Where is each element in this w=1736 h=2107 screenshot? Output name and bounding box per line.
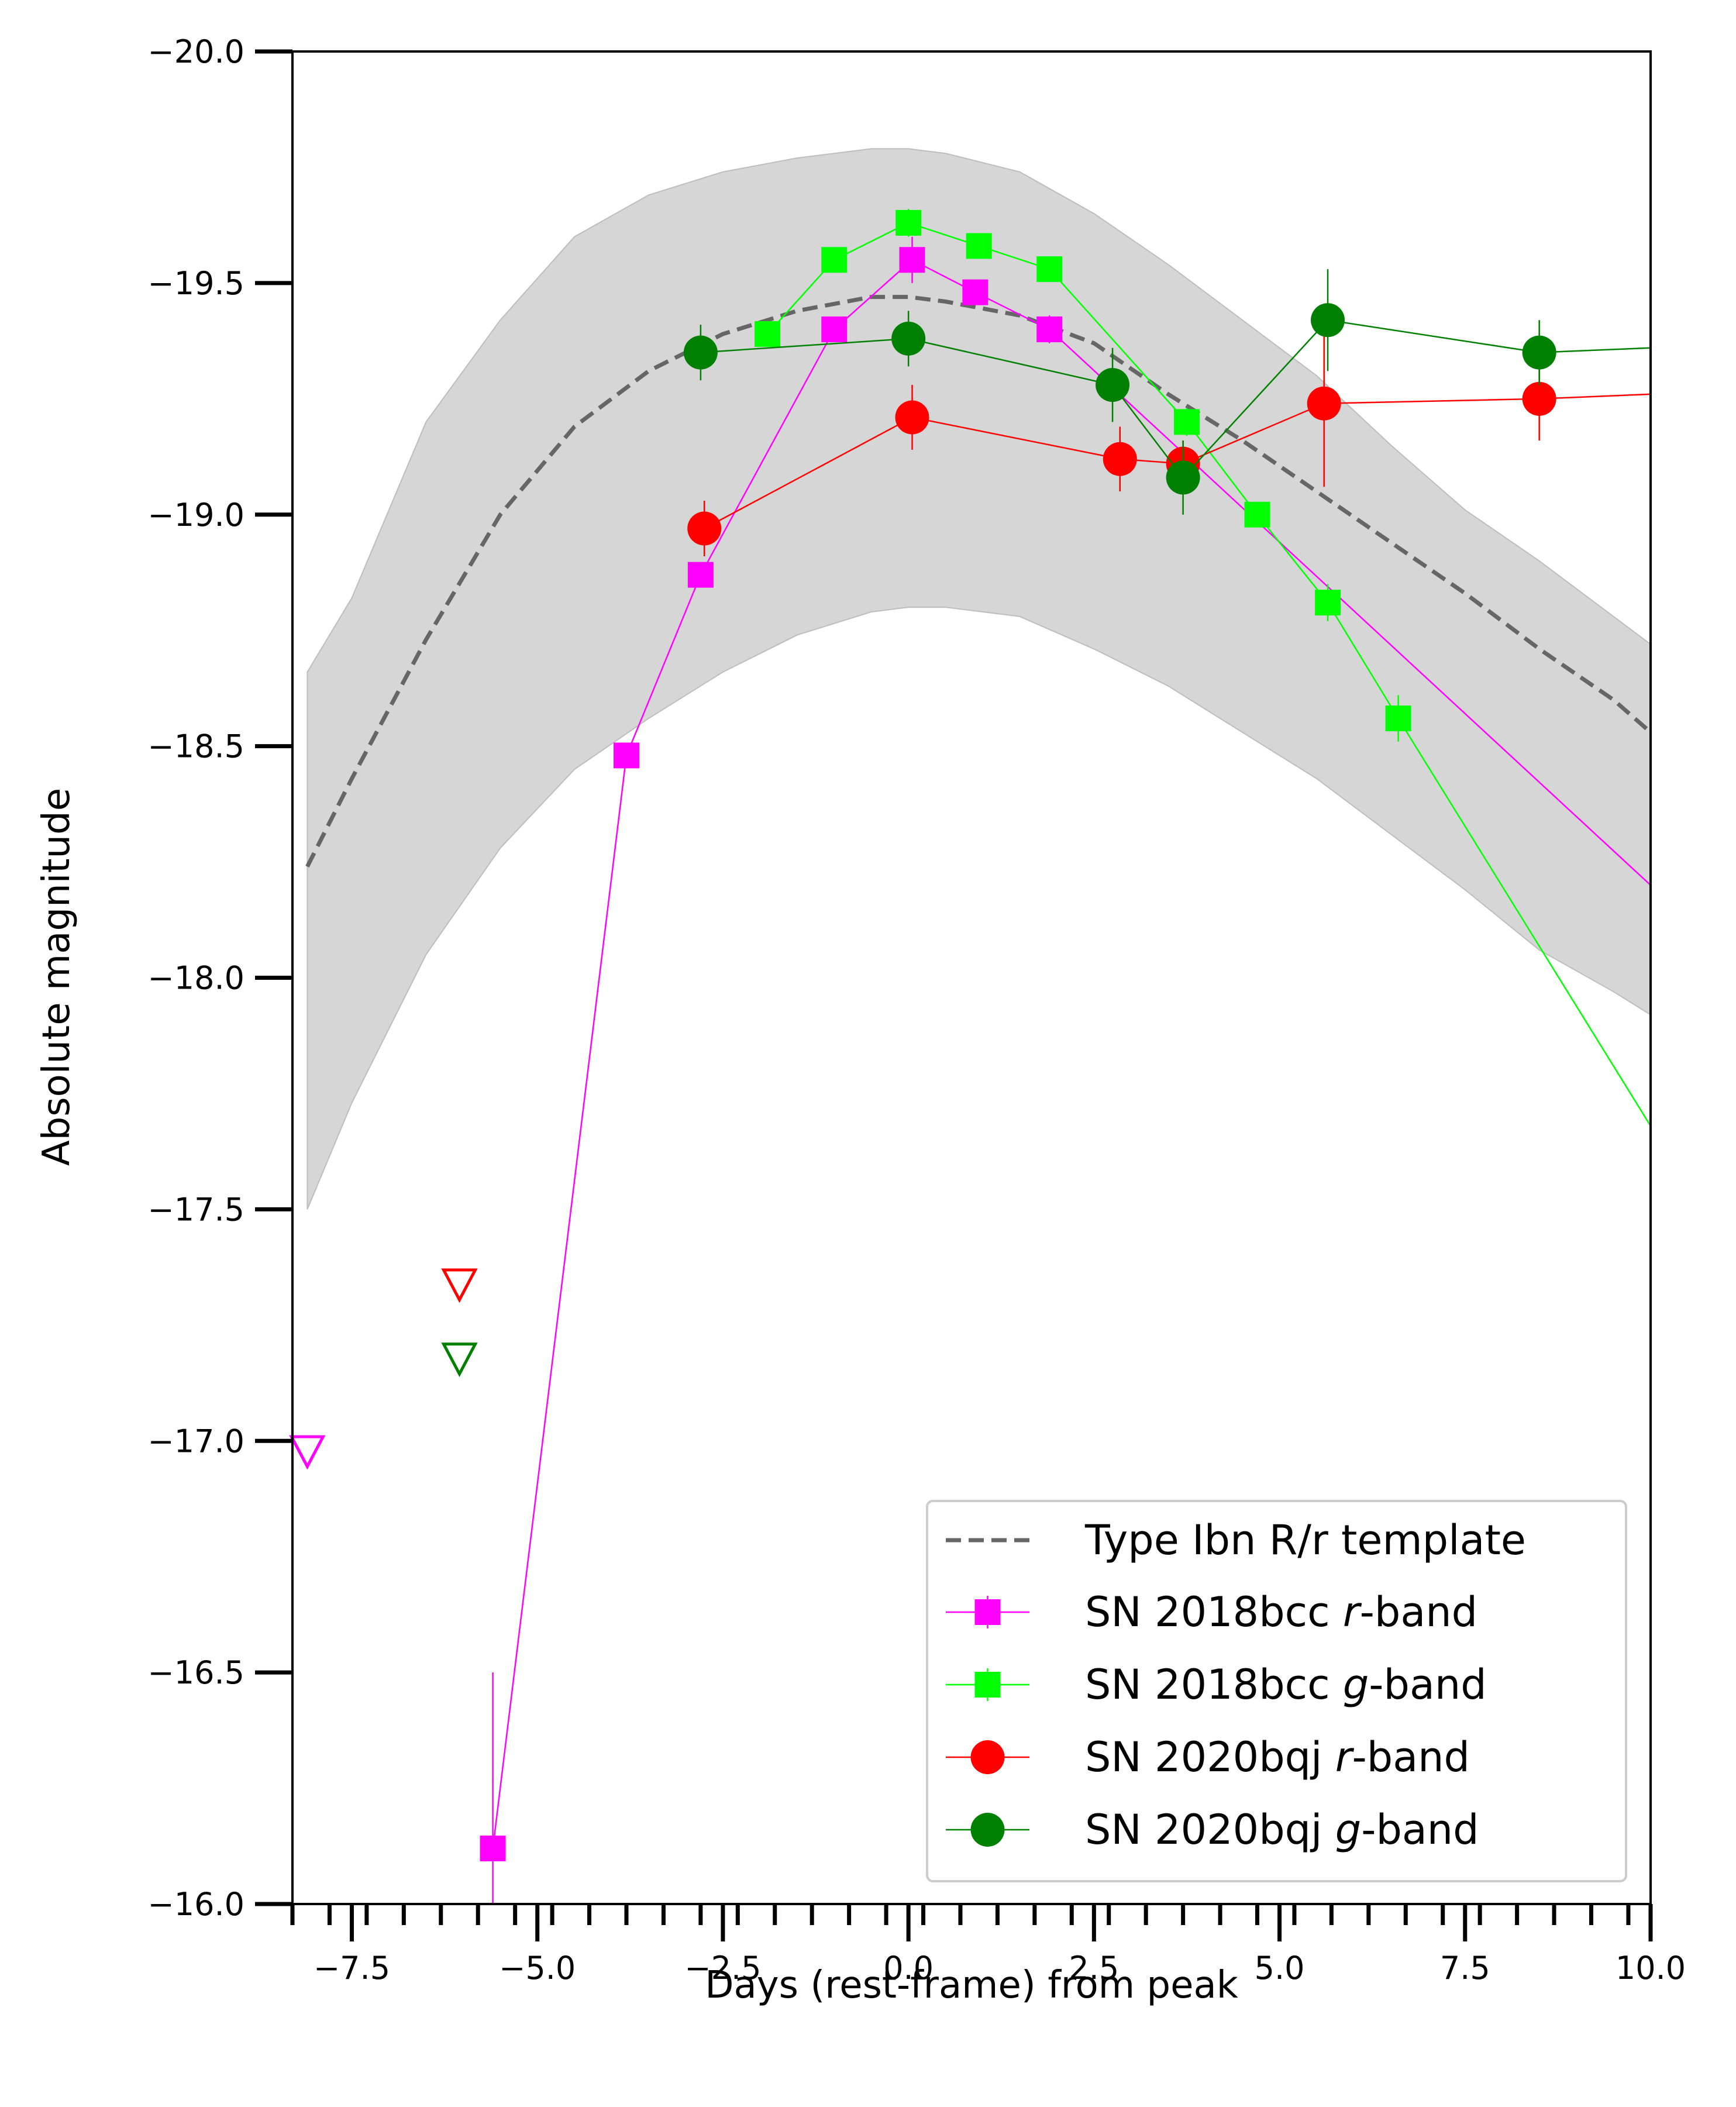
data-point xyxy=(895,209,922,236)
data-point xyxy=(891,321,926,356)
legend-series-label: SN 2018bcc g-band xyxy=(1085,1661,1487,1709)
legend-series-name: SN 2020bqj xyxy=(1085,1806,1335,1854)
data-point xyxy=(1522,335,1556,370)
series-2 xyxy=(755,209,1651,1127)
legend-series-label: SN 2020bqj g-band xyxy=(1085,1806,1479,1854)
y-tick-label: −17.0 xyxy=(148,1423,244,1459)
x-tick-label: 7.5 xyxy=(1440,1950,1490,1986)
legend-series-label: SN 2018bcc r-band xyxy=(1085,1588,1477,1636)
template-line xyxy=(305,295,1651,868)
series-4 xyxy=(683,269,1651,515)
data-point xyxy=(821,316,848,343)
data-point xyxy=(613,742,639,769)
legend-marker xyxy=(974,1599,1001,1625)
y-tick-label: −19.0 xyxy=(148,497,244,533)
data-point xyxy=(1036,316,1063,343)
legend-box xyxy=(926,1500,1627,1882)
legend-series-name: SN 2020bqj xyxy=(1085,1733,1335,1781)
template-line-layer xyxy=(305,295,1651,868)
x-tick-label: −2.5 xyxy=(684,1950,761,1986)
legend-series-name: SN 2018bcc xyxy=(1085,1661,1343,1709)
legend-marker xyxy=(970,1740,1005,1774)
y-tick-label: −16.5 xyxy=(148,1654,244,1691)
data-point xyxy=(687,511,722,546)
legend-series-band: r xyxy=(1335,1733,1355,1781)
legend-series-suffix: -band xyxy=(1361,1806,1479,1854)
data-point xyxy=(899,247,925,273)
x-tick-label: 5.0 xyxy=(1255,1950,1305,1986)
legend-marker xyxy=(974,1672,1001,1698)
data-point xyxy=(1244,501,1270,528)
y-tick-label: −18.0 xyxy=(148,960,244,997)
data-point xyxy=(895,400,929,435)
series-line xyxy=(767,222,1651,1127)
y-axis-label: Absolute magnitude xyxy=(35,788,78,1166)
data-point xyxy=(480,1835,506,1861)
x-axis-label: Days (rest-frame) from peak xyxy=(705,1964,1238,2007)
x-axis: −7.5 −5.0 −2.5 0.0 2.5 5.0 7.5 10.0 xyxy=(290,1904,1686,1986)
legend-series-suffix: -band xyxy=(1369,1661,1486,1709)
x-tick-label: 10.0 xyxy=(1616,1950,1686,1986)
legend-series-suffix: -band xyxy=(1360,1588,1477,1636)
legend-series-label: SN 2020bqj r-band xyxy=(1085,1733,1470,1781)
data-point xyxy=(1166,460,1200,495)
upper-limit-marker xyxy=(441,1268,478,1303)
series-1 xyxy=(480,236,1651,1904)
data-series-layer xyxy=(480,209,1651,1904)
data-point xyxy=(1096,368,1130,402)
data-point xyxy=(966,233,992,259)
x-tick-label: −7.5 xyxy=(314,1950,390,1986)
legend-template-label: Type Ibn R/r template xyxy=(1084,1516,1526,1564)
x-tick-label: 0.0 xyxy=(883,1950,934,1986)
y-axis: −20.0 −19.5 −19.0 −18.5 −18.0 −17.5 −17.0 −16.5… xyxy=(148,33,292,1923)
data-point xyxy=(1311,303,1345,338)
data-point xyxy=(1522,381,1556,416)
data-point xyxy=(1307,386,1341,421)
data-point xyxy=(962,279,988,305)
legend-series-suffix: -band xyxy=(1352,1733,1470,1781)
y-tick-label: −19.5 xyxy=(148,265,244,302)
data-point xyxy=(1036,256,1063,283)
y-tick-label: −20.0 xyxy=(148,33,244,70)
data-point xyxy=(1385,705,1411,732)
x-tick-label: 2.5 xyxy=(1069,1950,1119,1986)
y-tick-label: −18.5 xyxy=(148,728,244,765)
legend-series-band: r xyxy=(1343,1588,1362,1636)
data-point xyxy=(1315,590,1341,616)
y-tick-label: −16.0 xyxy=(148,1886,244,1923)
data-point xyxy=(1103,442,1137,476)
y-tick-label: −17.5 xyxy=(148,1191,244,1228)
series-3 xyxy=(687,320,1651,557)
data-point xyxy=(1173,409,1200,435)
legend-marker xyxy=(970,1813,1005,1847)
data-point xyxy=(687,562,714,588)
data-point xyxy=(755,321,781,347)
upper-limit-layer xyxy=(289,1268,478,1470)
legend-series-name: SN 2018bcc xyxy=(1085,1588,1343,1636)
x-tick-label: −5.0 xyxy=(499,1950,576,1986)
legend-series-band: g xyxy=(1335,1806,1361,1854)
data-point xyxy=(821,247,848,273)
data-point xyxy=(683,335,718,370)
legend-series-band: g xyxy=(1343,1661,1369,1709)
upper-limit-marker xyxy=(441,1342,478,1378)
upper-limit-marker xyxy=(289,1435,326,1470)
